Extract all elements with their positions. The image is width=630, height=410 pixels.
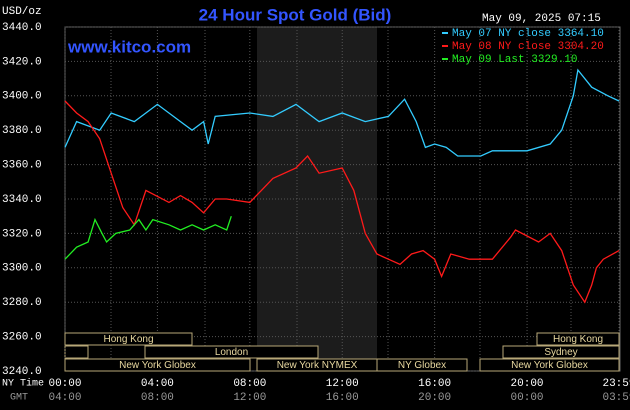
session-box xyxy=(144,345,319,359)
x-tick-label-gmt: 04:00 xyxy=(48,392,81,404)
session-box xyxy=(536,332,620,346)
series-line xyxy=(64,100,620,304)
y-tick-label: 3300.0 xyxy=(2,263,42,275)
session-label: New York Globex xyxy=(119,360,196,371)
x-tick-label-gmt: 03:59 xyxy=(602,392,630,404)
y-tick-label: 3260.0 xyxy=(2,332,42,344)
series-line xyxy=(64,68,620,157)
y-axis-label: USD/oz xyxy=(2,6,42,18)
session-label: London xyxy=(215,347,248,358)
y-tick-label: 3240.0 xyxy=(2,366,42,378)
session-label: Hong Kong xyxy=(103,334,153,345)
legend-label: May 07 NY close 3364.10 xyxy=(452,28,604,40)
x-tick-label: 16:00 xyxy=(418,378,451,390)
y-tick-label: 3440.0 xyxy=(2,22,42,34)
watermark: www.kitco.com xyxy=(67,37,191,56)
session-box xyxy=(479,358,620,372)
y-tick-label: 3360.0 xyxy=(2,160,42,172)
y-tick-label: 3420.0 xyxy=(2,56,42,68)
x-tick-label: 12:00 xyxy=(326,378,359,390)
session-box xyxy=(502,345,620,359)
session-label: New York Globex xyxy=(511,360,588,371)
legend-label: May 08 NY close 3304.20 xyxy=(452,41,604,53)
session-box xyxy=(64,345,89,359)
x-tick-label-gmt: 08:00 xyxy=(141,392,174,404)
y-tick-label: 3380.0 xyxy=(2,125,42,137)
session-label: NY Globex xyxy=(398,360,446,371)
y-tick-label: 3400.0 xyxy=(2,91,42,103)
series-line xyxy=(64,215,232,260)
y-tick-label: 3340.0 xyxy=(2,194,42,206)
x-tick-label: 23:59 xyxy=(602,378,630,390)
x-tick-label: 04:00 xyxy=(141,378,174,390)
session-box xyxy=(64,332,193,346)
x-tick-label: 08:00 xyxy=(233,378,266,390)
x-row-label: GMT xyxy=(10,393,28,404)
x-tick-label-gmt: 12:00 xyxy=(233,392,266,404)
y-tick-label: 3320.0 xyxy=(2,228,42,240)
x-tick-label-gmt: 20:00 xyxy=(418,392,451,404)
legend-label: May 09 Last 3329.10 xyxy=(452,54,577,66)
x-tick-label: 00:00 xyxy=(48,378,81,390)
y-tick-label: 3280.0 xyxy=(2,297,42,309)
chart-title: 24 Hour Spot Gold (Bid) xyxy=(199,5,392,24)
session-box xyxy=(376,358,468,372)
session-label: Hong Kong xyxy=(553,334,603,345)
session-label: New York NYMEX xyxy=(277,360,358,371)
x-tick-label-gmt: 00:00 xyxy=(511,392,544,404)
timestamp: May 09, 2025 07:15 xyxy=(482,13,601,25)
session-box xyxy=(64,358,251,372)
session-label: Sydney xyxy=(544,347,577,358)
x-tick-label: 20:00 xyxy=(511,378,544,390)
x-row-label: NY Time xyxy=(2,378,44,390)
x-tick-label-gmt: 16:00 xyxy=(326,392,359,404)
